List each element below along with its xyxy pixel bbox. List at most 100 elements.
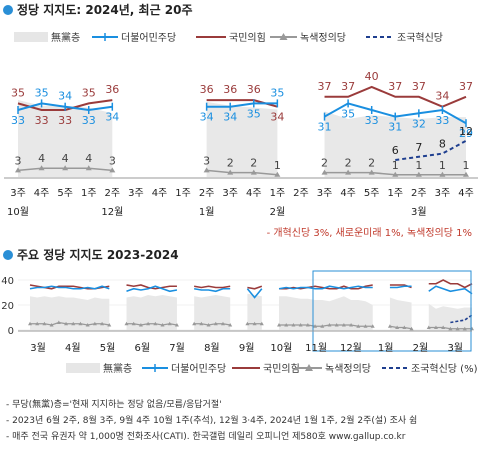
month-label: 9월: [239, 342, 255, 354]
green-value-label: 3: [203, 154, 210, 167]
green-point: [85, 323, 90, 327]
dp-value-label: 35: [270, 86, 284, 99]
green-point: [203, 167, 210, 173]
bottom-plot-area: 0 20 40 3월 4월 5월 6월 7월 8월 9월 10월 11월 12월 1월 2월 3월: [1, 270, 474, 354]
green-value-label: 2: [345, 157, 352, 170]
green-value-label: 3: [15, 154, 22, 167]
month-label: 6월: [135, 342, 151, 354]
green-point: [92, 321, 97, 326]
bottom-legend: 無黨층 더불어민주당 국민의힘 녹색정의당 조국혁신당 (%): [66, 362, 478, 375]
ppp-value-label: 37: [388, 80, 402, 93]
green-point: [28, 321, 32, 326]
green-point: [334, 323, 339, 327]
ppp-value-label: 36: [247, 83, 261, 96]
green-point: [426, 325, 431, 329]
title-bullet-icon: [3, 250, 13, 260]
legend-swatch-dp: [142, 364, 168, 372]
green-point: [228, 323, 233, 327]
green-value-label: 1: [274, 159, 281, 172]
dp-value-label: 31: [388, 121, 402, 134]
ppp-value-label: 37: [412, 80, 426, 93]
green-point: [71, 321, 76, 326]
legend-swatch-green: [270, 33, 297, 40]
x-tick-label: 3주: [128, 188, 144, 199]
month-label: 4월: [65, 342, 81, 354]
x-tick-label: 2주: [411, 188, 427, 199]
green-point: [320, 324, 325, 328]
ppp-value-label: 37: [459, 80, 473, 93]
legend-swatch-none: [14, 32, 48, 42]
green-point: [274, 171, 281, 177]
green-point: [441, 325, 446, 329]
month-label: 1월: [199, 206, 215, 218]
dp-series-line: [389, 285, 412, 289]
green-point: [345, 169, 352, 175]
green-point: [341, 323, 346, 327]
green-series-line: [389, 325, 412, 330]
rebuild-value-label: 6: [392, 144, 399, 157]
green-point: [167, 321, 172, 326]
green-point: [368, 169, 375, 175]
green-point: [259, 321, 264, 326]
top-legend: 無黨층 더불어민주당 국민의힘 녹색정의당 조국혁신당: [14, 31, 443, 44]
bottom-chart-title: 주요 정당 지지도 2023-2024: [17, 247, 179, 262]
green-series-line: [30, 321, 110, 326]
no-party-area: [324, 111, 466, 177]
month-label: 2월: [270, 206, 286, 218]
dp-value-label: 35: [341, 107, 355, 120]
ppp-series-line: [194, 285, 231, 289]
green-point: [291, 323, 296, 327]
dp-series-line: [29, 285, 110, 290]
ppp-value-label: 37: [341, 80, 355, 93]
green-point: [56, 320, 61, 324]
no-party-area: [206, 101, 278, 177]
legend-label-green: 녹색정의당: [325, 363, 371, 375]
no-party-area: [30, 296, 110, 330]
green-point: [448, 326, 453, 331]
y-tick-label: 0: [8, 326, 14, 337]
green-point: [62, 165, 69, 171]
ppp-value-label: 37: [318, 80, 332, 93]
x-tick-label: 4주: [246, 188, 262, 199]
month-label: 3월: [447, 342, 463, 354]
green-point: [415, 171, 422, 177]
dp-series-line: [428, 285, 473, 295]
green-point: [250, 169, 257, 175]
green-point: [321, 169, 328, 175]
no-party-area: [126, 295, 177, 330]
green-value-label: 3: [109, 154, 116, 167]
green-point: [109, 167, 116, 173]
rebuild-series-line: [450, 314, 473, 324]
footnote-1: - 무당(無黨)층='현재 지지하는 정당 없음/모름/응답거절': [6, 398, 222, 410]
dp-value-label: 34: [223, 111, 237, 124]
green-value-label: 1: [463, 159, 470, 172]
month-label: 12월: [101, 206, 123, 218]
footnote-3: - 매주 전국 유권자 약 1,000명 전화조사(CATI). 한국갤럽 데일…: [6, 430, 406, 442]
no-party-area: [279, 296, 373, 330]
dp-series-line: [246, 288, 263, 299]
dp-value-label: 31: [318, 121, 332, 134]
green-point: [409, 326, 414, 331]
green-point: [42, 321, 47, 326]
green-point: [38, 165, 45, 171]
month-label: 12월: [340, 342, 362, 354]
month-label: 10월: [7, 206, 29, 218]
green-point: [349, 323, 354, 327]
green-point: [392, 171, 399, 177]
legend-label-dp: 더불어민주당: [121, 32, 176, 44]
x-tick-label: 4주: [152, 188, 168, 199]
recent-20-weeks-highlight: [312, 270, 472, 352]
ppp-value-label: 36: [200, 83, 214, 96]
legend-label-rebuild: 조국혁신당: [397, 32, 443, 44]
green-value-label: 2: [227, 157, 234, 170]
month-label: 10월: [270, 342, 292, 354]
ppp-value-label: 36: [223, 83, 237, 96]
green-point: [220, 321, 225, 326]
no-party-area: [194, 295, 231, 330]
dp-value-label: 33: [435, 114, 449, 127]
dp-value-label: 33: [82, 114, 96, 127]
x-tick-label: 3주: [317, 188, 333, 199]
x-tick-label: 3주: [222, 188, 238, 199]
green-point: [64, 321, 69, 326]
legend-label-rebuild: 조국혁신당 (%): [411, 363, 478, 375]
